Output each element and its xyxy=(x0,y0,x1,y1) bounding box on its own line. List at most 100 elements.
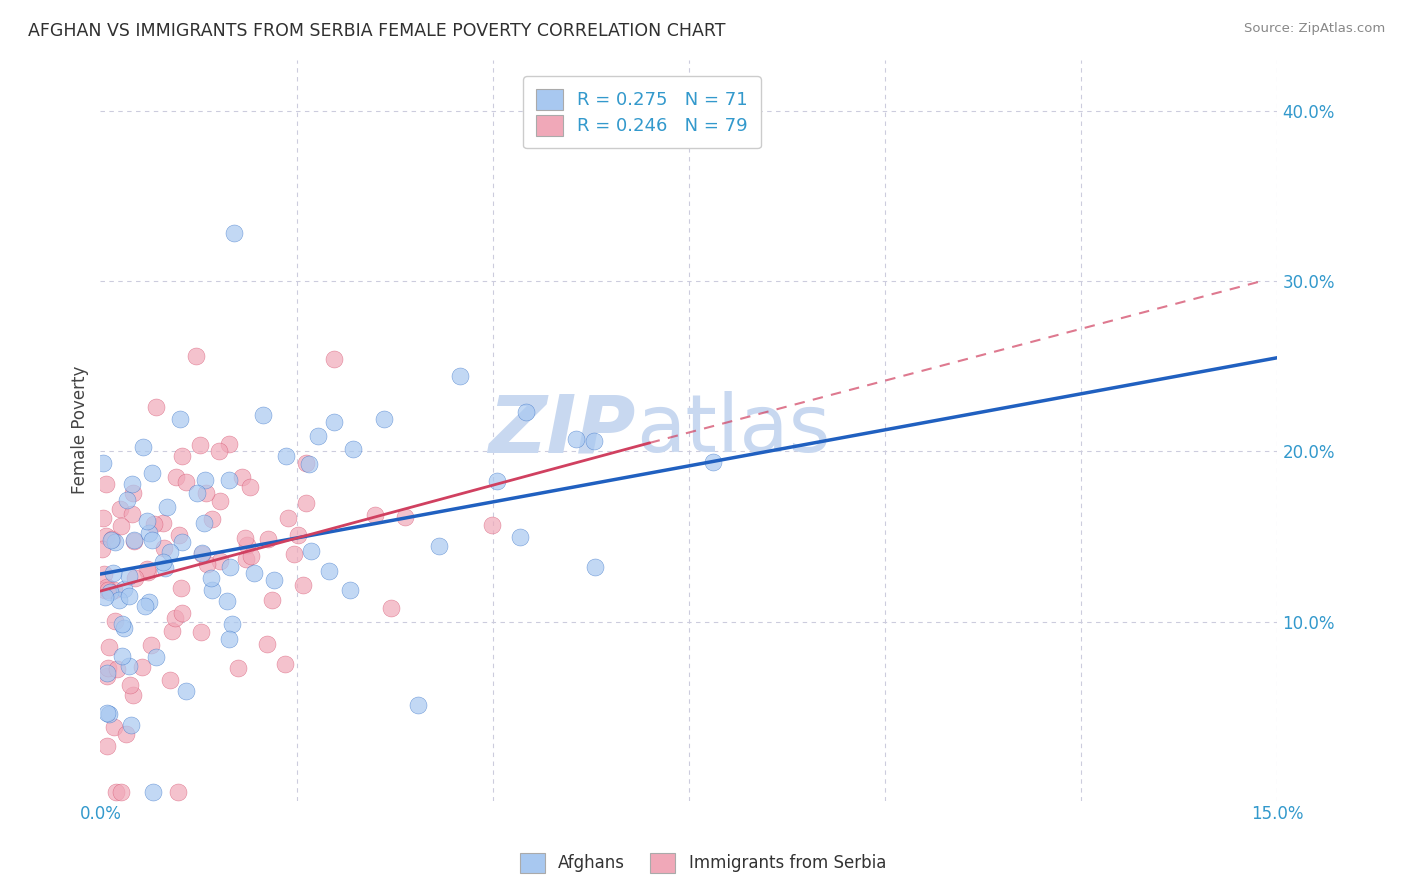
Point xyxy=(124,571,146,585)
Point xyxy=(104,535,127,549)
Point xyxy=(235,539,257,553)
Point xyxy=(103,720,125,734)
Point xyxy=(235,552,257,566)
Point xyxy=(91,456,114,470)
Point xyxy=(219,559,242,574)
Point xyxy=(322,416,344,430)
Text: Source: ZipAtlas.com: Source: ZipAtlas.com xyxy=(1244,22,1385,36)
Point xyxy=(110,649,132,664)
Text: AFGHAN VS IMMIGRANTS FROM SERBIA FEMALE POVERTY CORRELATION CHART: AFGHAN VS IMMIGRANTS FROM SERBIA FEMALE … xyxy=(28,22,725,40)
Point xyxy=(141,467,163,481)
Point xyxy=(112,582,135,596)
Point xyxy=(295,496,318,510)
Point xyxy=(167,785,190,799)
Point xyxy=(153,561,176,575)
Point xyxy=(429,539,451,553)
Point xyxy=(217,593,239,607)
Point xyxy=(96,668,118,682)
Point xyxy=(90,541,112,556)
Point xyxy=(322,351,344,366)
Point xyxy=(373,411,395,425)
Point xyxy=(256,637,278,651)
Point xyxy=(141,638,163,652)
Point xyxy=(208,494,231,508)
Point xyxy=(94,590,117,604)
Point xyxy=(118,659,141,673)
Point xyxy=(112,621,135,635)
Point xyxy=(138,595,160,609)
Point xyxy=(97,706,120,721)
Point xyxy=(208,444,231,458)
Point xyxy=(263,574,285,588)
Point xyxy=(91,511,114,525)
Point xyxy=(226,661,249,675)
Point xyxy=(295,456,318,470)
Point xyxy=(159,544,181,558)
Point xyxy=(111,616,134,631)
Point xyxy=(515,405,537,419)
Point xyxy=(134,599,156,614)
Point xyxy=(101,532,124,546)
Point xyxy=(122,533,145,548)
Point xyxy=(96,666,118,681)
Point xyxy=(276,449,298,463)
Point xyxy=(176,684,198,698)
Point xyxy=(131,659,153,673)
Point xyxy=(110,501,132,516)
Point xyxy=(190,624,212,639)
Point xyxy=(103,566,125,581)
Point xyxy=(186,486,208,500)
Point xyxy=(131,440,153,454)
Point xyxy=(165,470,187,484)
Point xyxy=(170,449,193,463)
Point xyxy=(481,518,503,533)
Point xyxy=(159,673,181,687)
Point xyxy=(190,547,212,561)
Point xyxy=(172,606,194,620)
Point xyxy=(200,571,222,585)
Point xyxy=(273,657,295,672)
Point xyxy=(136,514,159,528)
Point xyxy=(239,480,262,494)
Point xyxy=(104,614,127,628)
Point xyxy=(582,434,605,448)
Point xyxy=(104,785,127,799)
Point xyxy=(277,511,299,525)
Point xyxy=(318,564,340,578)
Point xyxy=(97,640,120,654)
Point xyxy=(260,593,283,607)
Point xyxy=(170,581,193,595)
Point xyxy=(194,473,217,487)
Point xyxy=(191,546,214,560)
Point xyxy=(145,649,167,664)
Point xyxy=(702,455,724,469)
Point xyxy=(136,565,159,579)
Point xyxy=(141,533,163,548)
Point xyxy=(257,532,280,546)
Point xyxy=(565,432,588,446)
Point xyxy=(283,548,305,562)
Point xyxy=(195,486,218,500)
Point xyxy=(122,485,145,500)
Legend: R = 0.275   N = 71, R = 0.246   N = 79: R = 0.275 N = 71, R = 0.246 N = 79 xyxy=(523,76,761,148)
Point xyxy=(110,518,132,533)
Point xyxy=(163,611,186,625)
Point xyxy=(218,473,240,487)
Point xyxy=(200,512,222,526)
Point xyxy=(118,569,141,583)
Point xyxy=(121,508,143,522)
Point xyxy=(408,698,430,712)
Point xyxy=(195,558,218,572)
Point xyxy=(121,476,143,491)
Point xyxy=(138,526,160,541)
Point xyxy=(153,541,176,555)
Point xyxy=(394,510,416,524)
Point xyxy=(98,585,121,599)
Point xyxy=(120,678,142,692)
Point xyxy=(299,543,322,558)
Point xyxy=(118,589,141,603)
Point xyxy=(298,457,321,471)
Point xyxy=(583,560,606,574)
Point xyxy=(160,624,183,638)
Text: atlas: atlas xyxy=(636,391,831,469)
